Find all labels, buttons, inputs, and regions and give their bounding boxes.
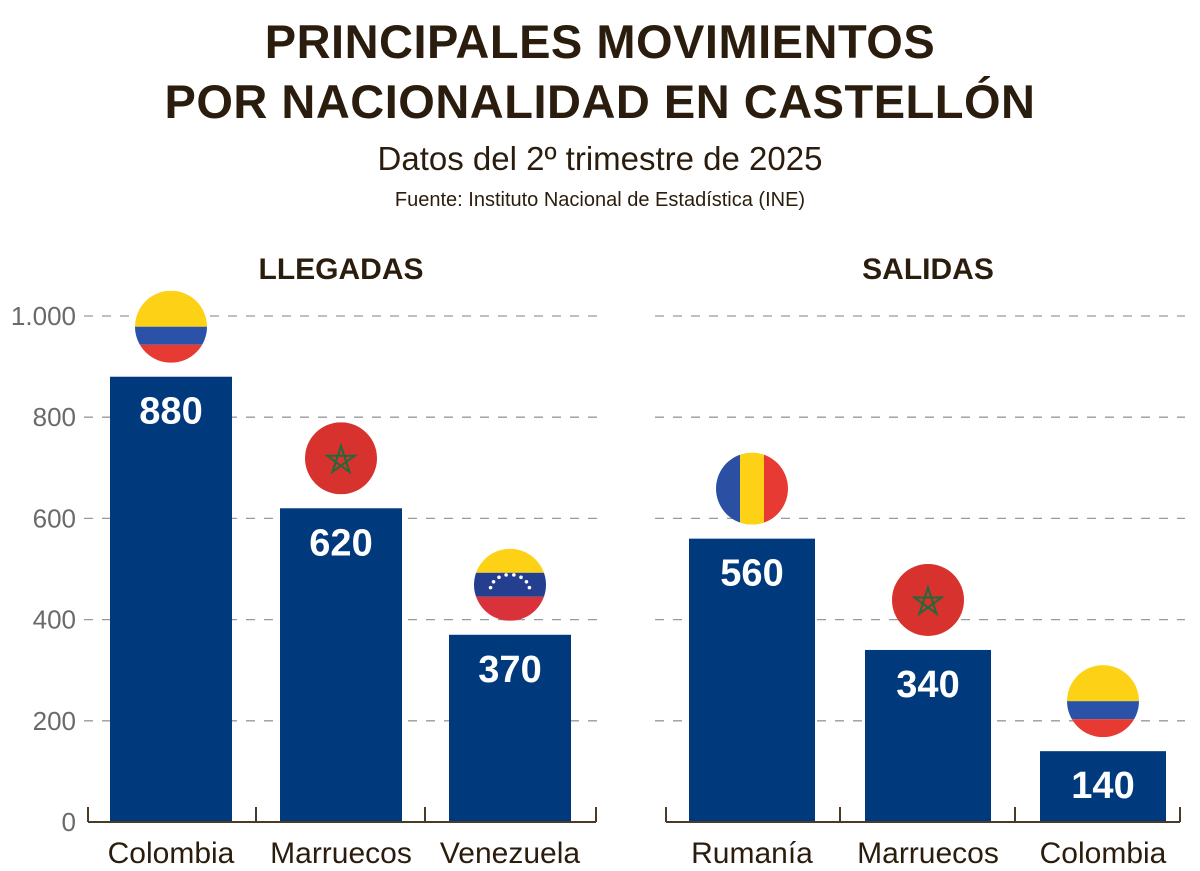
data-label: 620 bbox=[309, 522, 372, 564]
flag-stripe-yellow bbox=[135, 290, 207, 327]
flag-body bbox=[305, 422, 377, 495]
flag-body bbox=[474, 548, 546, 621]
flag-stripe-yellow bbox=[1067, 665, 1139, 702]
flag-star bbox=[527, 585, 532, 590]
y-tick-label: 1.000 bbox=[11, 301, 76, 331]
flag-body bbox=[1067, 665, 1139, 738]
star-icon bbox=[911, 584, 945, 617]
flag-stripe-yellow bbox=[474, 548, 546, 573]
colombia-flag-icon bbox=[135, 290, 207, 363]
morocco-flag-icon bbox=[892, 563, 964, 636]
flag-star bbox=[504, 573, 508, 577]
bar-llegadas-venezuela bbox=[449, 634, 571, 822]
venezuela-flag-icon bbox=[474, 548, 546, 621]
colombia-flag-icon bbox=[1067, 665, 1139, 738]
flag-stripe-blue bbox=[474, 572, 546, 597]
flag-stripe-red bbox=[474, 596, 546, 621]
bar-llegadas-marruecos bbox=[280, 508, 402, 822]
chart-source: Fuente: Instituto Nacional de Estadístic… bbox=[394, 189, 806, 211]
data-label: 340 bbox=[896, 664, 959, 706]
flag-field-red bbox=[305, 422, 377, 495]
flag-stripe-blue bbox=[135, 326, 207, 345]
bar-llegadas-colombia bbox=[110, 376, 232, 822]
chart-title-line-2: POR NACIONALIDAD EN CASTELLÓN bbox=[164, 75, 1036, 128]
x-tick-label: Venezuela bbox=[440, 837, 580, 870]
romania-flag-icon bbox=[716, 452, 788, 525]
y-tick-label: 0 bbox=[62, 807, 76, 837]
flag-star bbox=[512, 573, 516, 577]
flag-stripe-red bbox=[135, 344, 207, 363]
flag-body bbox=[716, 452, 788, 525]
flag-star bbox=[491, 579, 496, 584]
flag-star bbox=[497, 575, 501, 580]
flag-body bbox=[892, 563, 964, 636]
data-label: 370 bbox=[478, 649, 541, 691]
flag-body bbox=[135, 290, 207, 363]
x-tick-label: Marruecos bbox=[857, 837, 999, 870]
y-tick-label: 800 bbox=[33, 402, 76, 432]
flag-stripe-red bbox=[764, 452, 788, 525]
x-tick-label: Colombia bbox=[1040, 837, 1167, 870]
flag-stripe-yellow bbox=[740, 452, 764, 525]
chart-subtitle: Datos del 2º trimestre de 2025 bbox=[377, 140, 823, 177]
salidas-panel-title: SALIDAS bbox=[862, 253, 994, 286]
data-label: 140 bbox=[1071, 765, 1134, 807]
chart-title-line-1: PRINCIPALES MOVIMIENTOS bbox=[264, 15, 936, 68]
x-tick-label: Colombia bbox=[108, 837, 235, 870]
bar-salidas-colombia bbox=[1040, 751, 1166, 822]
flag-stripe-blue bbox=[1067, 701, 1139, 720]
morocco-flag-icon bbox=[305, 422, 377, 495]
y-tick-label: 400 bbox=[33, 605, 76, 635]
flag-star bbox=[524, 579, 529, 584]
y-tick-label: 200 bbox=[33, 706, 76, 736]
bar-salidas-rumanía bbox=[689, 538, 815, 822]
flag-field-red bbox=[892, 563, 964, 636]
bar-salidas-marruecos bbox=[865, 649, 991, 822]
flag-star bbox=[488, 585, 493, 590]
y-tick-label: 600 bbox=[33, 503, 76, 533]
data-label: 560 bbox=[720, 553, 783, 595]
x-tick-label: Marruecos bbox=[270, 837, 412, 870]
llegadas-panel-title: LLEGADAS bbox=[259, 253, 424, 286]
data-label: 880 bbox=[139, 391, 202, 433]
flag-star bbox=[519, 575, 523, 580]
flag-stripe-red bbox=[1067, 719, 1139, 738]
flag-stripe-blue bbox=[716, 452, 740, 525]
star-icon bbox=[324, 442, 358, 475]
x-tick-label: Rumanía bbox=[691, 837, 813, 870]
